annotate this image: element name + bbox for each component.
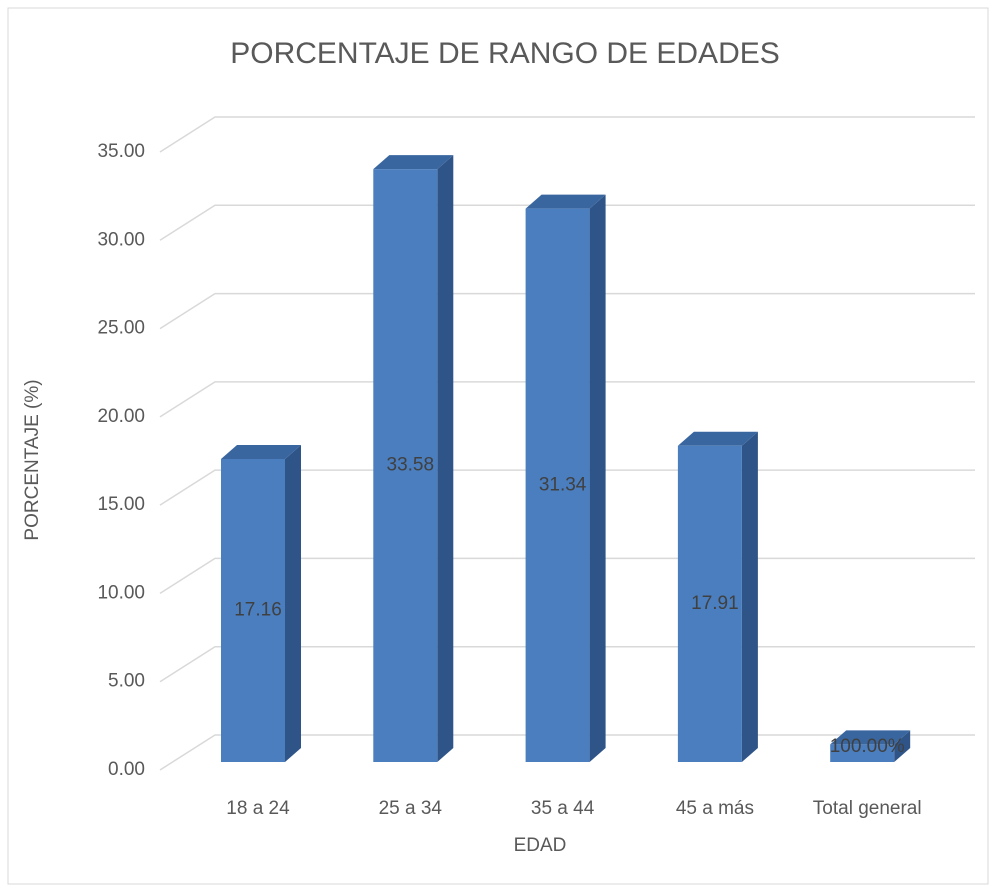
data-label: 100.00% (830, 736, 905, 757)
data-label: 31.34 (539, 474, 587, 495)
bar-face (741, 431, 758, 762)
bar-face (437, 155, 454, 763)
data-label: 17.16 (234, 600, 282, 621)
bar-face (589, 194, 606, 763)
data-label: 33.58 (387, 455, 435, 476)
bar-face (830, 744, 895, 762)
bar-face (677, 431, 758, 446)
bar-face (677, 445, 742, 762)
grid-line (159, 204, 975, 241)
x-tick-label: 25 a 34 (379, 798, 443, 819)
chart-border (7, 7, 989, 885)
y-tick-label: 20.00 (97, 406, 145, 427)
x-tick-label: 45 a más (676, 798, 754, 819)
y-tick-label: 0.00 (108, 759, 145, 780)
bar-face (221, 445, 301, 460)
chart-title: PORCENTAJE DE RANGO DE EDADES (230, 37, 780, 70)
y-tick-label: 25.00 (97, 318, 145, 339)
grid-line (159, 116, 975, 153)
bar (677, 431, 758, 762)
x-tick-label: 18 a 24 (226, 798, 290, 819)
x-axis-title: EDAD (514, 835, 567, 856)
bar-face (830, 730, 911, 745)
bar (830, 730, 911, 762)
x-tick-label: 35 a 44 (531, 798, 595, 819)
grid-line (159, 381, 975, 418)
y-tick-label: 5.00 (108, 671, 145, 692)
bar-face (221, 459, 285, 762)
data-label: 17.91 (691, 593, 739, 614)
x-tick-label: Total general (813, 798, 922, 819)
bar-face (894, 730, 911, 762)
bar-face (285, 445, 301, 762)
y-axis-title: PORCENTAJE (%) (22, 379, 43, 540)
bar-face (525, 208, 590, 763)
bar-face (373, 169, 438, 763)
grid-line (159, 292, 975, 330)
y-tick-label: 10.00 (97, 582, 145, 603)
bar-face (525, 194, 606, 209)
bar (373, 155, 454, 763)
bar-face (373, 155, 454, 170)
y-tick-label: 30.00 (97, 229, 145, 250)
y-tick-label: 35.00 (97, 141, 145, 162)
bar (221, 445, 301, 762)
bar (525, 194, 606, 763)
y-tick-label: 15.00 (97, 494, 145, 515)
